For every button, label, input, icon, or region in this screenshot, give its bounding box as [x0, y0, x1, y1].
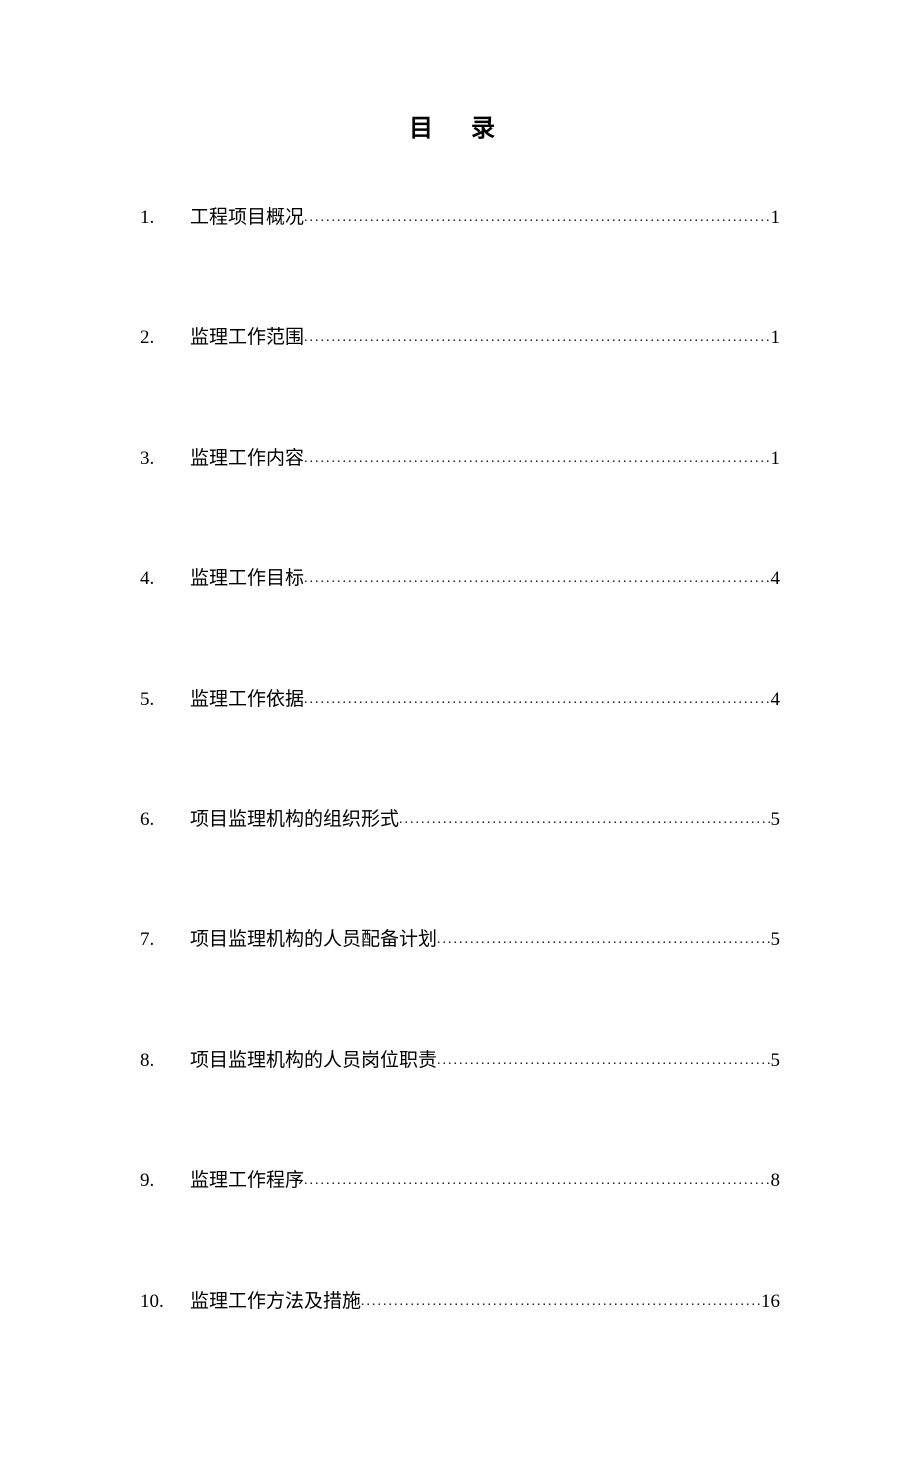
toc-entry: 监理工作内容 .................................…	[190, 444, 780, 474]
toc-label: 工程项目概况	[190, 203, 304, 233]
toc-label: 监理工作目标	[190, 564, 304, 594]
toc-item: 1. 工程项目概况 ..............................…	[140, 203, 780, 233]
toc-item: 9. 监理工作程序 ..............................…	[140, 1166, 780, 1196]
toc-entry: 项目监理机构的组织形式 ............................…	[190, 805, 780, 835]
toc-item: 4. 监理工作目标 ..............................…	[140, 564, 780, 594]
toc-page: 4	[770, 685, 781, 715]
toc-list: 1. 工程项目概况 ..............................…	[140, 203, 780, 1317]
toc-entry: 监理工作程序 .................................…	[190, 1166, 780, 1196]
toc-page: 1	[770, 323, 781, 353]
toc-page: 5	[770, 925, 781, 955]
page-title: 目 录	[140, 108, 780, 143]
toc-dots: ........................................…	[437, 929, 769, 951]
toc-item: 6. 项目监理机构的组织形式 .........................…	[140, 805, 780, 835]
toc-item: 5. 监理工作依据 ..............................…	[140, 685, 780, 715]
toc-label: 项目监理机构的人员岗位职责	[190, 1046, 437, 1076]
toc-label: 项目监理机构的组织形式	[190, 805, 399, 835]
toc-item: 7. 项目监理机构的人员配备计划 .......................…	[140, 925, 780, 955]
toc-page: 8	[770, 1166, 781, 1196]
toc-label: 监理工作范围	[190, 323, 304, 353]
toc-page: 5	[770, 1046, 781, 1076]
toc-entry: 监理工作范围 .................................…	[190, 323, 780, 353]
toc-number: 5.	[140, 685, 190, 715]
toc-entry: 项目监理机构的人员配备计划 ..........................…	[190, 925, 780, 955]
toc-dots: ........................................…	[399, 809, 769, 831]
toc-page: 1	[770, 203, 781, 233]
toc-label: 项目监理机构的人员配备计划	[190, 925, 437, 955]
toc-entry: 监理工作依据 .................................…	[190, 685, 780, 715]
toc-number: 9.	[140, 1166, 190, 1196]
toc-label: 监理工作程序	[190, 1166, 304, 1196]
page-container: 目 录 1. 工程项目概况 ..........................…	[0, 0, 920, 1467]
toc-item: 8. 项目监理机构的人员岗位职责 .......................…	[140, 1046, 780, 1076]
toc-dots: ........................................…	[437, 1050, 769, 1072]
toc-dots: ........................................…	[304, 689, 769, 711]
toc-label: 监理工作依据	[190, 685, 304, 715]
toc-dots: ........................................…	[304, 327, 769, 349]
toc-entry: 工程项目概况 .................................…	[190, 203, 780, 233]
toc-number: 8.	[140, 1046, 190, 1076]
toc-number: 3.	[140, 444, 190, 474]
toc-number: 7.	[140, 925, 190, 955]
toc-number: 4.	[140, 564, 190, 594]
toc-page: 5	[770, 805, 781, 835]
toc-entry: 监理工作目标 .................................…	[190, 564, 780, 594]
toc-dots: ........................................…	[304, 568, 769, 590]
toc-page: 1	[770, 444, 781, 474]
toc-item: 3. 监理工作内容 ..............................…	[140, 444, 780, 474]
toc-item: 2. 监理工作范围 ..............................…	[140, 323, 780, 353]
toc-dots: ........................................…	[304, 448, 769, 470]
toc-number: 2.	[140, 323, 190, 353]
toc-number: 6.	[140, 805, 190, 835]
toc-page: 4	[770, 564, 781, 594]
toc-entry: 项目监理机构的人员岗位职责 ..........................…	[190, 1046, 780, 1076]
toc-dots: ........................................…	[304, 1170, 769, 1192]
toc-label: 监理工作内容	[190, 444, 304, 474]
toc-number: 1.	[140, 203, 190, 233]
toc-dots: ........................................…	[304, 207, 769, 229]
